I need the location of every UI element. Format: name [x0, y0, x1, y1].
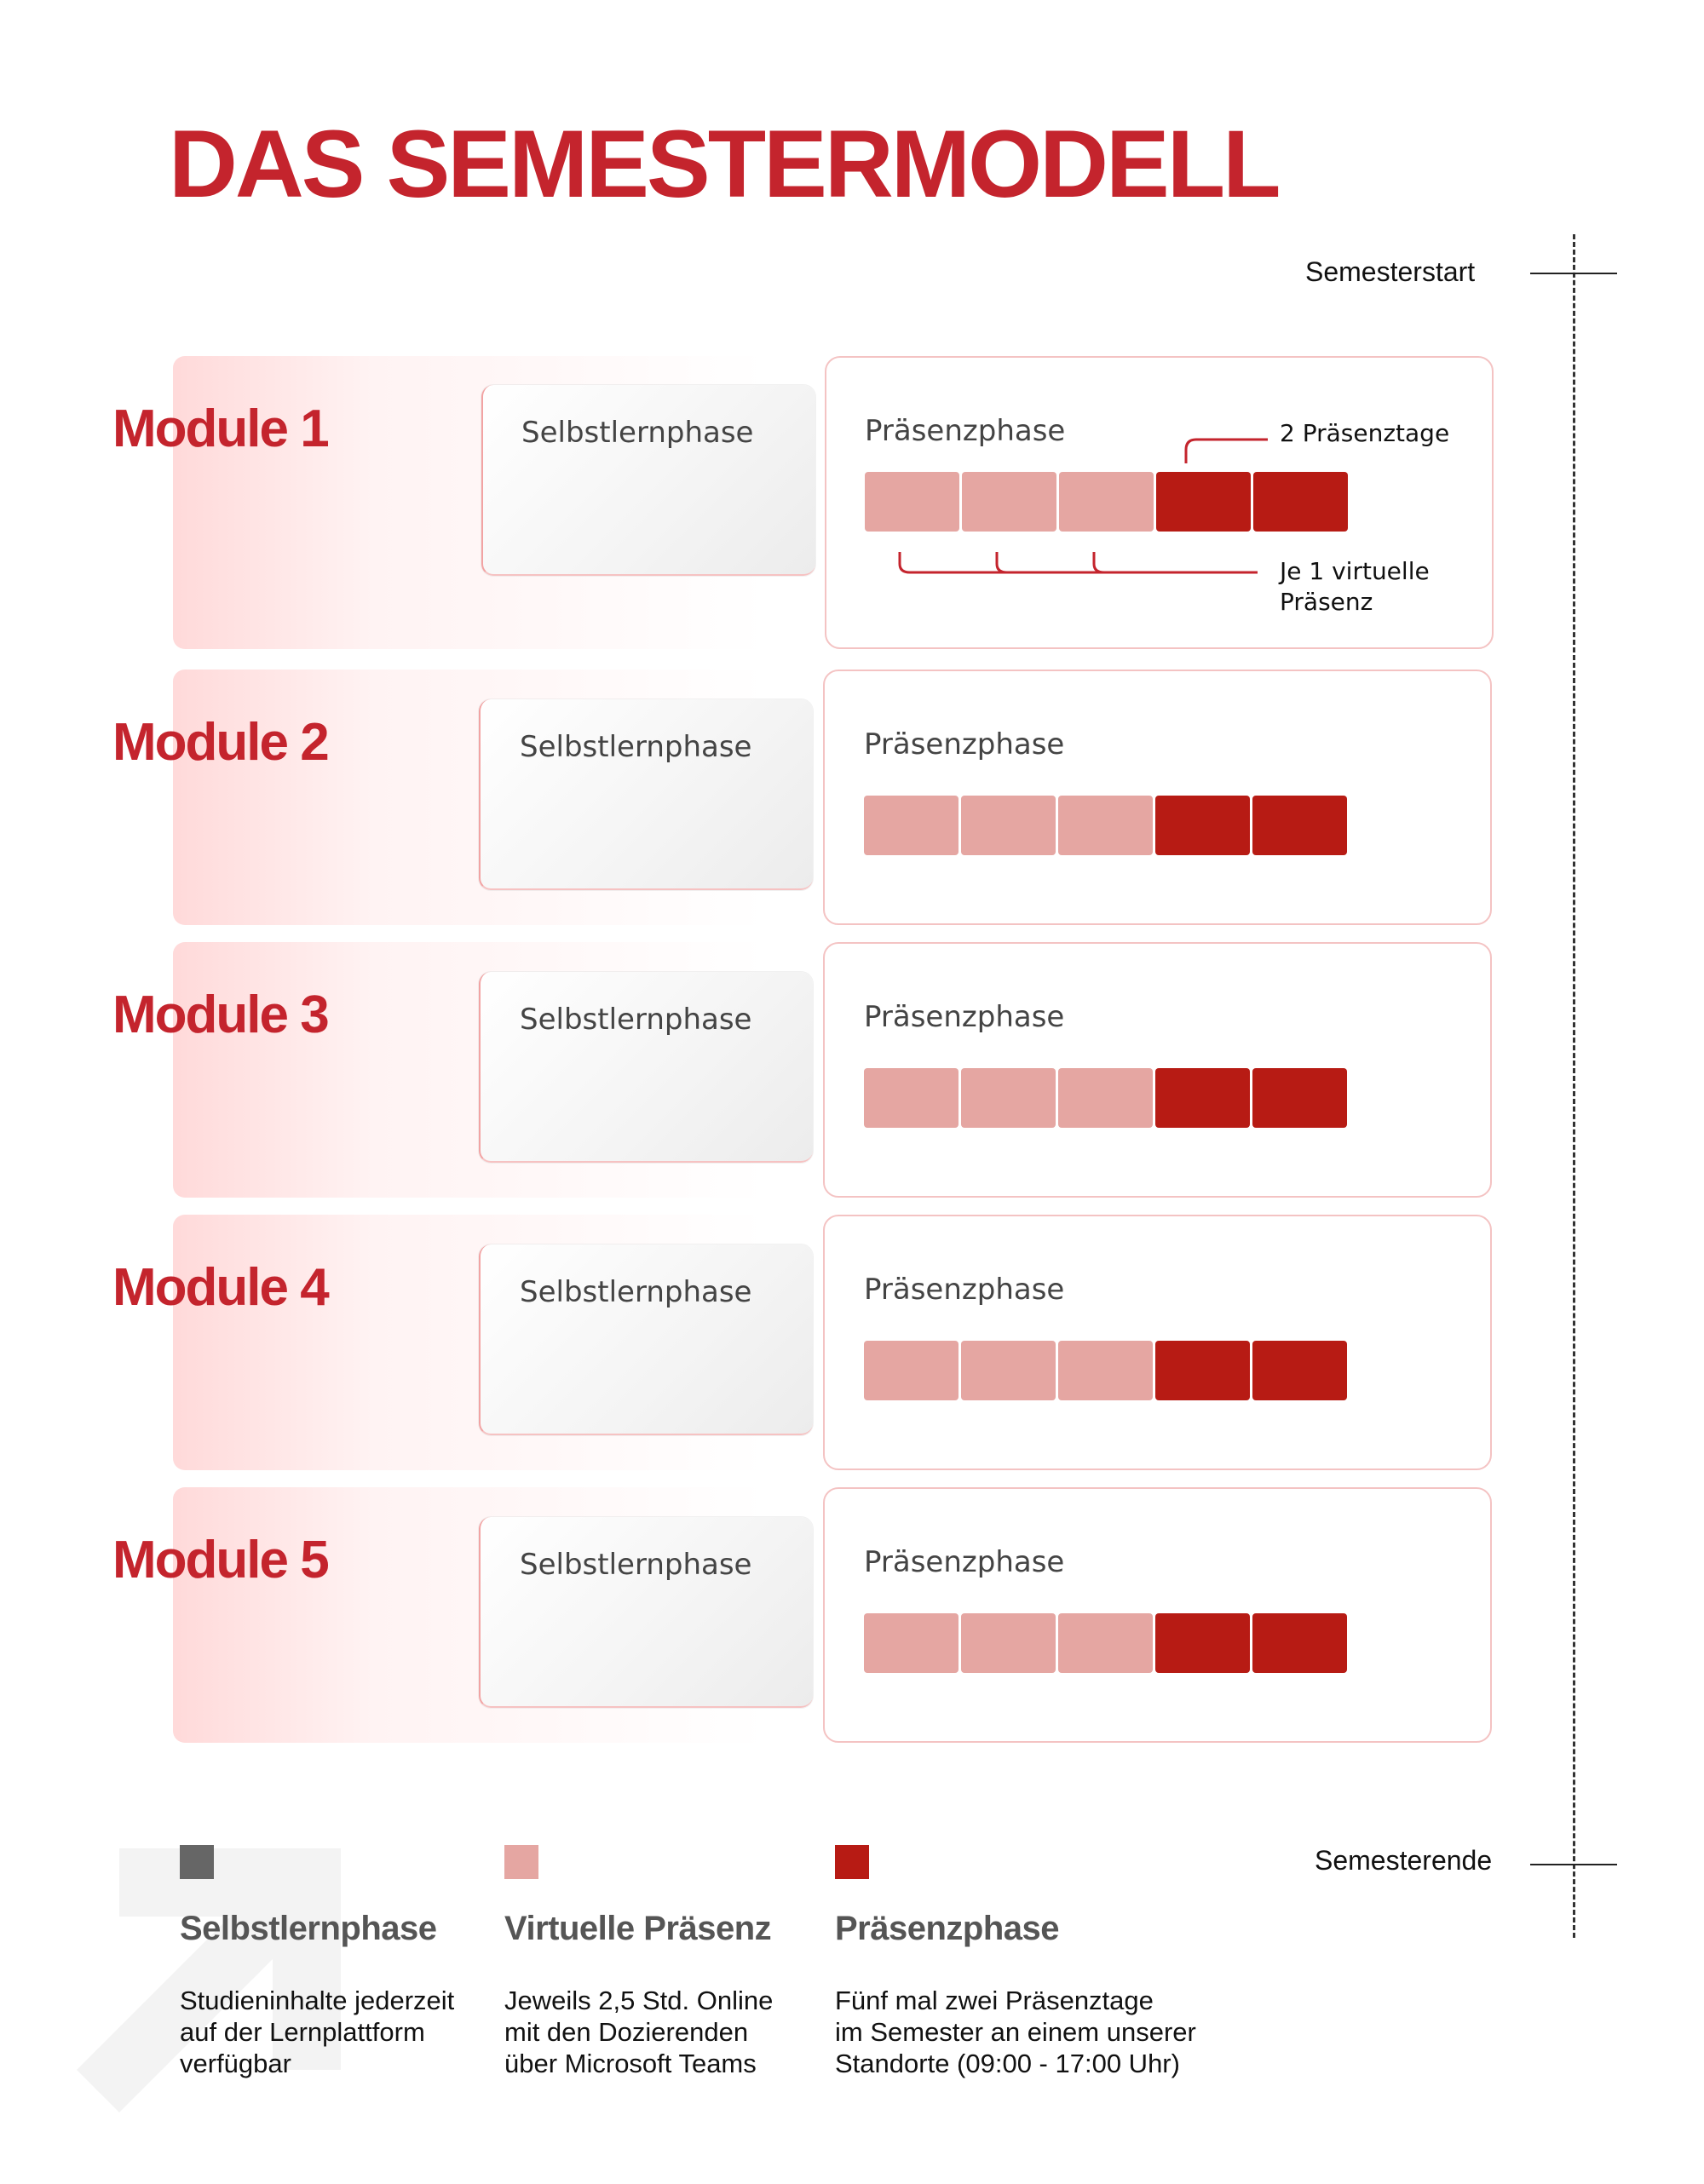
module-row-1: Module 1 Selbstlernphase Präsenzphase 2 …	[0, 356, 1500, 649]
semester-timeline	[1573, 234, 1575, 1938]
legend-desc-line: Standorte (09:00 - 17:00 Uhr)	[835, 2049, 1180, 2078]
page-title: DAS SEMESTERMODELL	[169, 111, 1281, 217]
legend-desc-line: Studieninhalte jederzeit	[180, 1986, 455, 2015]
praesenz-block	[1252, 1068, 1347, 1128]
selbstlernphase-card: Selbstlernphase	[479, 699, 813, 890]
legend-desc-line: Jeweils 2,5 Std. Online	[504, 1986, 774, 2015]
legend-title-virtuelle-praesenz: Virtuelle Präsenz	[504, 1910, 772, 1947]
praesenzphase-card: Präsenzphase	[823, 1215, 1492, 1470]
legend-desc-line: im Semester an einem unserer	[835, 2017, 1196, 2047]
selbstlernphase-swatch	[180, 1845, 214, 1879]
virtual-block	[1058, 1068, 1153, 1128]
legend-desc-line: verfügbar	[180, 2049, 291, 2078]
praesenzphase-card: Präsenzphase	[823, 670, 1492, 925]
praesenzphase-card: Präsenzphase	[823, 1487, 1492, 1743]
virtual-block	[864, 1613, 958, 1673]
praesenzphase-label: Präsenzphase	[864, 1545, 1065, 1579]
virtual-block	[864, 796, 958, 855]
decorative-arrow-icon	[77, 1848, 341, 2112]
praesenz-block	[1252, 1613, 1347, 1673]
legend-desc-virtuelle-praesenz: Jeweils 2,5 Std. Online mit den Dozieren…	[504, 1985, 862, 2079]
selbstlernphase-label: Selbstlernphase	[521, 416, 754, 450]
semesterende-tick	[1530, 1864, 1617, 1865]
semesterende-label: Semesterende	[1315, 1845, 1493, 1876]
virtual-block	[961, 1068, 1056, 1128]
virtuelle-annotation-line1: Je 1 virtuelle	[1280, 557, 1430, 585]
virtual-block	[865, 472, 959, 532]
praesenz-block	[1252, 1341, 1347, 1400]
selbstlernphase-card: Selbstlernphase	[479, 1517, 813, 1708]
legend-title-selbstlernphase: Selbstlernphase	[180, 1910, 437, 1947]
virtual-block	[1058, 1341, 1153, 1400]
semesterstart-tick	[1530, 273, 1617, 274]
selbstlernphase-label: Selbstlernphase	[520, 730, 752, 764]
praesenzphase-card: Präsenzphase	[825, 356, 1494, 649]
virtual-block	[864, 1068, 958, 1128]
praesenzphase-label: Präsenzphase	[865, 414, 1066, 448]
virtual-block	[1058, 1613, 1153, 1673]
virtuelle-praesenz-swatch	[504, 1845, 538, 1879]
selbstlernphase-card: Selbstlernphase	[479, 972, 813, 1163]
module-row-2: Module 2 Selbstlernphase Präsenzphase	[0, 670, 1500, 959]
virtual-block	[961, 1613, 1056, 1673]
module-row-4: Module 4 Selbstlernphase Präsenzphase	[0, 1215, 1500, 1504]
praesenz-block	[1253, 472, 1348, 532]
virtual-block	[962, 472, 1056, 532]
legend-desc-line: auf der Lernplattform	[180, 2017, 425, 2047]
virtual-block	[961, 1341, 1056, 1400]
module-label: Module 5	[112, 1531, 330, 1589]
module-label: Module 1	[112, 399, 330, 458]
selbstlernphase-card: Selbstlernphase	[479, 1244, 813, 1435]
virtuelle-annotation-line2: Präsenz	[1280, 588, 1373, 616]
legend-desc-line: Fünf mal zwei Präsenztage	[835, 1986, 1154, 2015]
legend-desc-selbstlernphase: Studieninhalte jederzeit auf der Lernpla…	[180, 1985, 538, 2079]
praesenz-block	[1155, 1068, 1250, 1128]
praesenzphase-label: Präsenzphase	[864, 1000, 1065, 1034]
praesenz-block	[1155, 1613, 1250, 1673]
praesenzphase-label: Präsenzphase	[864, 1273, 1065, 1307]
virtual-block	[1058, 796, 1153, 855]
phase-blocks	[864, 1341, 1347, 1400]
virtual-block	[1059, 472, 1154, 532]
virtual-block	[864, 1341, 958, 1400]
module-label: Module 2	[112, 713, 330, 772]
praesenz-block	[1155, 796, 1250, 855]
legend-desc-line: über Microsoft Teams	[504, 2049, 757, 2078]
praesenztage-bracket	[1184, 438, 1268, 463]
praesenzphase-label: Präsenzphase	[864, 727, 1065, 762]
praesenz-block	[1155, 1341, 1250, 1400]
legend-desc-line: mit den Dozierenden	[504, 2017, 749, 2047]
selbstlernphase-card: Selbstlernphase	[481, 385, 815, 576]
praesenz-block	[1252, 796, 1347, 855]
legend-desc-praesenzphase: Fünf mal zwei Präsenztage im Semester an…	[835, 1985, 1278, 2079]
praesenzphase-card: Präsenzphase	[823, 942, 1492, 1198]
phase-blocks	[865, 472, 1348, 532]
praesenztage-annotation: 2 Präsenztage	[1280, 419, 1450, 447]
praesenz-block	[1156, 472, 1251, 532]
phase-blocks	[864, 796, 1347, 855]
praesenzphase-swatch	[835, 1845, 869, 1879]
virtual-block	[961, 796, 1056, 855]
module-row-5: Module 5 Selbstlernphase Präsenzphase	[0, 1487, 1500, 1777]
virtuelle-annotation: Je 1 virtuelle Präsenz	[1280, 556, 1430, 618]
selbstlernphase-label: Selbstlernphase	[520, 1003, 752, 1037]
virtuelle-bracket	[898, 552, 1258, 574]
semesterstart-label: Semesterstart	[1305, 256, 1476, 287]
module-label: Module 4	[112, 1258, 330, 1317]
module-label: Module 3	[112, 986, 330, 1044]
module-row-3: Module 3 Selbstlernphase Präsenzphase	[0, 942, 1500, 1232]
phase-blocks	[864, 1613, 1347, 1673]
phase-blocks	[864, 1068, 1347, 1128]
selbstlernphase-label: Selbstlernphase	[520, 1548, 752, 1582]
legend-title-praesenzphase: Präsenzphase	[835, 1910, 1060, 1947]
selbstlernphase-label: Selbstlernphase	[520, 1275, 752, 1309]
